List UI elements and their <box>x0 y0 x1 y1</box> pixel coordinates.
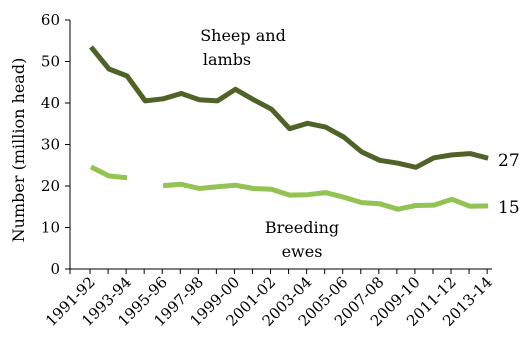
x-axis: 1991-921993-941995-961997-981999-002001-… <box>42 268 496 330</box>
y-tick-label: 10 <box>41 219 60 237</box>
ewes-annotation-line2: ewes <box>282 242 323 261</box>
y-tick-label: 30 <box>41 136 60 154</box>
y-tick-label: 20 <box>41 177 60 195</box>
ewes-end-label: 15 <box>498 198 520 218</box>
y-tick-label: 50 <box>41 53 60 71</box>
y-tick-label: 60 <box>41 11 60 29</box>
series-layer <box>89 45 489 212</box>
y-tick-label: 0 <box>50 260 60 278</box>
y-tick-label: 40 <box>41 94 60 112</box>
y-axis: 0 10 20 30 40 50 60 <box>41 11 71 278</box>
series-line-1 <box>89 164 128 181</box>
sheep-annotation-line1: Sheep and <box>200 26 286 45</box>
series-line-1 <box>163 181 489 212</box>
sheep-end-label: 27 <box>498 151 520 171</box>
y-axis-label: Number (million head) <box>9 58 28 243</box>
ewes-annotation-line1: Breeding <box>265 218 339 237</box>
sheep-annotation-line2: lambs <box>203 50 251 69</box>
series-line-0 <box>89 45 489 170</box>
